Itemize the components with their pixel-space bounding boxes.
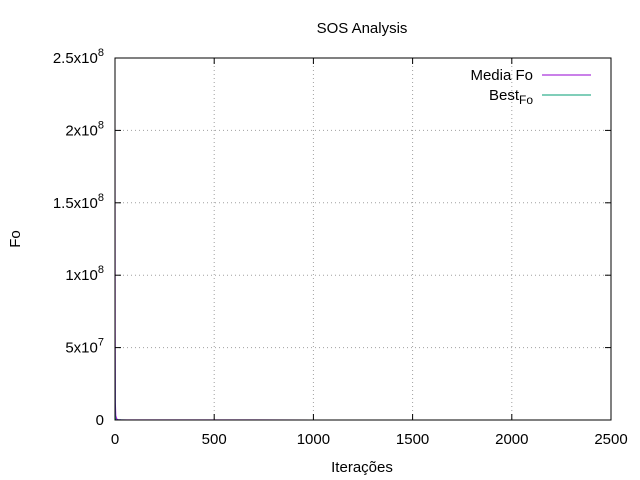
y-tick-mantissa: 2x10 (65, 122, 98, 139)
legend-label-main: Best (489, 87, 520, 104)
y-tick-label: 1x108 (65, 264, 104, 284)
y-tick-exponent: 8 (98, 47, 104, 59)
legend-label: Media Fo (470, 67, 533, 84)
legend: Media Fo BestFo (470, 67, 591, 107)
y-tick-exponent: 7 (98, 337, 104, 349)
y-tick-label: 0 (96, 412, 104, 429)
x-tick-labels: 0 500 1000 1500 2000 2500 (111, 431, 628, 448)
y-tick-mantissa: 1x10 (65, 267, 98, 284)
plot-frame (114, 57, 612, 421)
x-tick-label: 1000 (297, 431, 330, 448)
y-tick-label: 2.5x108 (53, 47, 104, 67)
chart-title: SOS Analysis (317, 20, 408, 37)
y-tick-mantissa: 2.5x10 (53, 50, 98, 67)
y-tick-mantissa: 1.5x10 (53, 195, 98, 212)
grid (115, 58, 611, 420)
y-tick-mantissa: 5x10 (65, 340, 98, 357)
series-layer (114, 94, 592, 421)
y-tick-exponent: 8 (98, 192, 104, 204)
series-line-2 (114, 333, 592, 421)
series-line-1 (114, 94, 592, 421)
legend-label-subscript: Fo (519, 93, 533, 107)
x-tick-label: 2000 (495, 431, 528, 448)
y-tick-exponent: 8 (98, 264, 104, 276)
legend-label-main: Media Fo (470, 67, 533, 84)
y-axis-label: Fo (7, 230, 24, 248)
y-tick-label: 2x108 (65, 119, 104, 139)
y-tick-label: 1.5x108 (53, 192, 104, 212)
y-tick-mantissa: 0 (96, 412, 104, 429)
tick-marks (114, 57, 612, 421)
y-tick-exponent: 8 (98, 119, 104, 131)
x-tick-label: 2500 (594, 431, 627, 448)
y-tick-label: 5x107 (65, 337, 104, 357)
x-tick-label: 1500 (396, 431, 429, 448)
x-axis-label: Iterações (331, 459, 393, 476)
x-tick-label: 0 (111, 431, 119, 448)
x-tick-label: 500 (202, 431, 227, 448)
legend-label: BestFo (489, 87, 533, 107)
